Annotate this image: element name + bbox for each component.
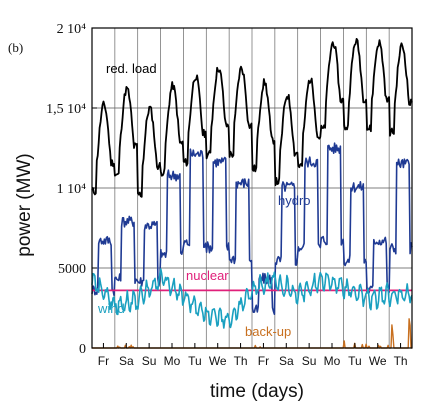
series-line-wind xyxy=(91,268,413,329)
series-line-red-load xyxy=(91,38,413,198)
y-tick-label: 0 xyxy=(79,342,86,357)
y-tick-label: 1,5 10⁴ xyxy=(46,102,86,117)
x-tick-label: Sa xyxy=(279,354,294,368)
x-tick-label: Mo xyxy=(324,354,341,368)
series-label-red-load: red. load xyxy=(106,61,157,76)
x-tick-label: We xyxy=(209,354,227,368)
x-axis-label: time (days) xyxy=(210,381,304,402)
y-tick-label: 1 10⁴ xyxy=(57,182,87,197)
x-tick-label: Fr xyxy=(258,354,269,368)
series-label-back-up: back-up xyxy=(245,324,291,339)
x-tick-label: Fr xyxy=(98,354,109,368)
x-tick-label: Th xyxy=(234,354,248,368)
series-label-wind: wind xyxy=(97,301,125,316)
x-tick-label: We xyxy=(369,354,387,368)
x-tick-label: Tu xyxy=(188,354,202,368)
series-label-hydro: hydro xyxy=(278,193,311,208)
panel-label: (b) xyxy=(8,40,23,55)
series-label-nuclear: nuclear xyxy=(186,268,229,283)
tick-labels: 0 5000 1 10⁴ 1,5 10⁴ 2 10⁴ Fr Sa Su Mo Tu We Th Fr Sa… xyxy=(46,22,407,368)
x-tick-label: Sa xyxy=(119,354,134,368)
x-tick-label: Th xyxy=(394,354,408,368)
y-tick-label: 2 10⁴ xyxy=(57,22,87,37)
x-tick-label: Su xyxy=(302,354,317,368)
x-tick-label: Mo xyxy=(164,354,181,368)
x-tick-label: Su xyxy=(142,354,157,368)
y-tick-label: 5000 xyxy=(58,262,86,277)
series-line-hydro xyxy=(91,142,413,316)
y-axis-label: power (MW) xyxy=(14,153,35,256)
x-tick-label: Tu xyxy=(348,354,362,368)
